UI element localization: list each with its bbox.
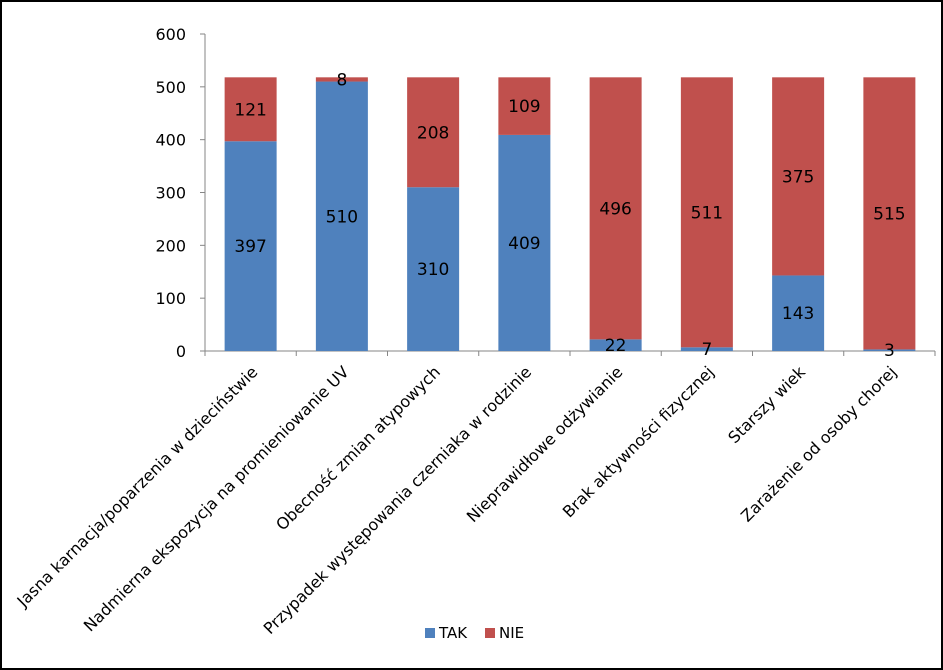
legend-swatch-tak	[425, 628, 435, 638]
data-label-tak: 409	[508, 234, 540, 254]
data-label-tak: 7	[701, 340, 712, 360]
x-category-label: Nieprawidłowe odżywianie	[463, 362, 627, 526]
y-tick-label: 300	[155, 184, 186, 203]
data-label-nie: 109	[508, 97, 540, 117]
bar-tak	[315, 81, 368, 352]
data-label-tak: 3	[884, 341, 895, 361]
data-label-nie: 208	[417, 123, 449, 143]
data-label-tak: 510	[326, 207, 358, 227]
y-tick-label: 400	[155, 131, 186, 150]
bar-nie	[407, 77, 460, 188]
data-label-nie: 511	[691, 203, 723, 223]
data-label-nie: 8	[336, 70, 347, 90]
y-tick-label: 500	[155, 78, 186, 97]
bar-tak	[772, 275, 825, 351]
legend-label-nie: NIE	[499, 624, 524, 642]
y-tick-label: 100	[155, 289, 186, 308]
x-category-label: Obecność zmian atypowych	[272, 362, 444, 534]
legend-swatch-nie	[485, 628, 495, 638]
bar-nie	[680, 77, 733, 348]
y-tick-label: 200	[155, 236, 186, 255]
bar-nie	[863, 77, 916, 350]
y-tick-label: 0	[176, 342, 186, 361]
data-label-tak: 143	[782, 304, 814, 324]
data-label-nie: 496	[599, 199, 631, 219]
data-label-nie: 515	[873, 204, 905, 224]
data-label-nie: 121	[234, 100, 266, 120]
legend-label-tak: TAK	[438, 624, 468, 642]
bar-tak	[407, 187, 460, 351]
data-label-tak: 397	[234, 237, 266, 257]
data-label-tak: 310	[417, 260, 449, 280]
bar-tak	[589, 339, 642, 351]
bar-tak	[863, 349, 916, 351]
data-label-tak: 22	[605, 336, 627, 356]
data-label-nie: 375	[782, 167, 814, 187]
bar-tak	[498, 134, 551, 351]
bar-nie	[772, 77, 825, 276]
x-category-label: Starszy wiek	[724, 362, 809, 447]
bar-nie	[224, 77, 277, 142]
x-category-label: Brak aktywności fizycznej	[559, 362, 718, 521]
y-tick-label: 600	[155, 25, 186, 44]
bar-tak	[224, 141, 277, 351]
bar-nie	[498, 77, 551, 135]
bar-nie	[315, 77, 368, 82]
bar-tak	[680, 347, 733, 351]
x-category-label: Zarażenie od osoby chorej	[737, 362, 900, 525]
bar-nie	[589, 77, 642, 340]
